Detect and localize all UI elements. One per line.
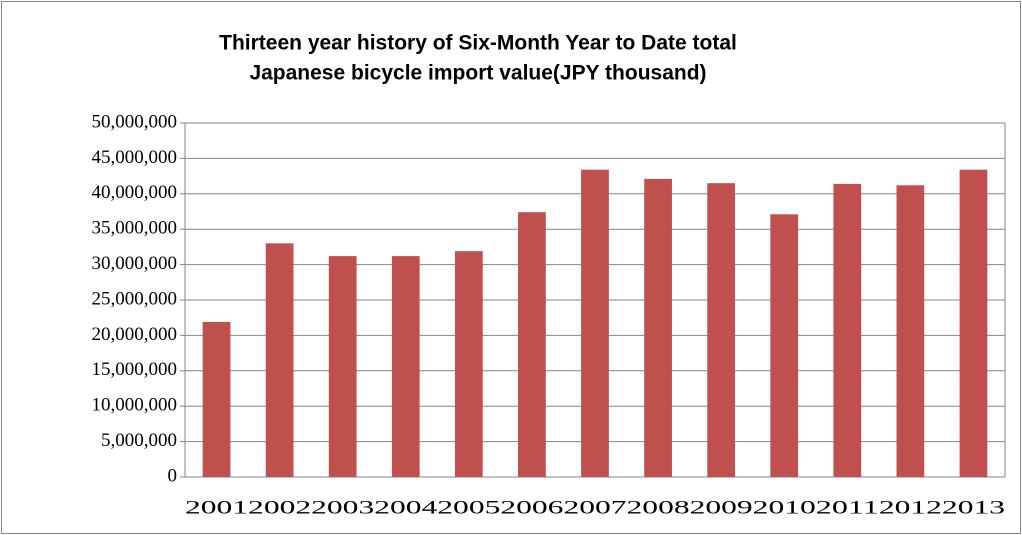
x-tick-label: 2009: [690, 497, 753, 518]
bar: [644, 178, 672, 477]
y-tick-label: 45,000,000: [92, 147, 178, 168]
x-tick-label: 2007: [563, 497, 626, 518]
x-tick-label: 2011: [816, 497, 879, 518]
y-tick-label: 15,000,000: [92, 359, 178, 380]
bar: [581, 169, 609, 477]
x-tick-label: 2013: [942, 497, 1005, 518]
x-tick-label: 2005: [437, 497, 500, 518]
bar: [518, 212, 546, 477]
y-tick-label: 35,000,000: [92, 218, 178, 239]
bar: [328, 256, 357, 477]
x-tick-label: 2006: [500, 497, 563, 518]
bar: [454, 251, 483, 477]
y-tick-label: 25,000,000: [92, 288, 178, 309]
x-tick-label: 2010: [753, 497, 816, 518]
x-tick-label: 2008: [627, 497, 690, 518]
chart-title-line: Japanese bicycle import value(JPY thousa…: [249, 62, 706, 85]
y-tick-label: 40,000,000: [92, 182, 178, 203]
bar: [959, 169, 988, 477]
bar: [833, 183, 862, 477]
bar: [265, 243, 294, 477]
bar: [707, 183, 736, 477]
x-tick-label: 2002: [248, 497, 311, 518]
bar: [770, 214, 799, 477]
x-tick-label: 2012: [879, 497, 942, 518]
y-tick-label: 10,000,000: [92, 395, 178, 416]
x-tick-label: 2001: [185, 497, 248, 518]
y-tick-label: 50,000,000: [92, 111, 178, 132]
y-tick-label: 20,000,000: [92, 324, 178, 345]
y-tick-label: 30,000,000: [92, 253, 178, 274]
bar: [202, 321, 231, 477]
y-tick-label: 5,000,000: [101, 430, 177, 451]
chart-title-line: Thirteen year history of Six-Month Year …: [219, 32, 737, 55]
y-tick-label: 0: [168, 465, 178, 486]
bar: [391, 256, 420, 477]
x-tick-label: 2003: [311, 497, 374, 518]
bar: [896, 185, 925, 477]
x-tick-label: 2004: [374, 497, 438, 518]
